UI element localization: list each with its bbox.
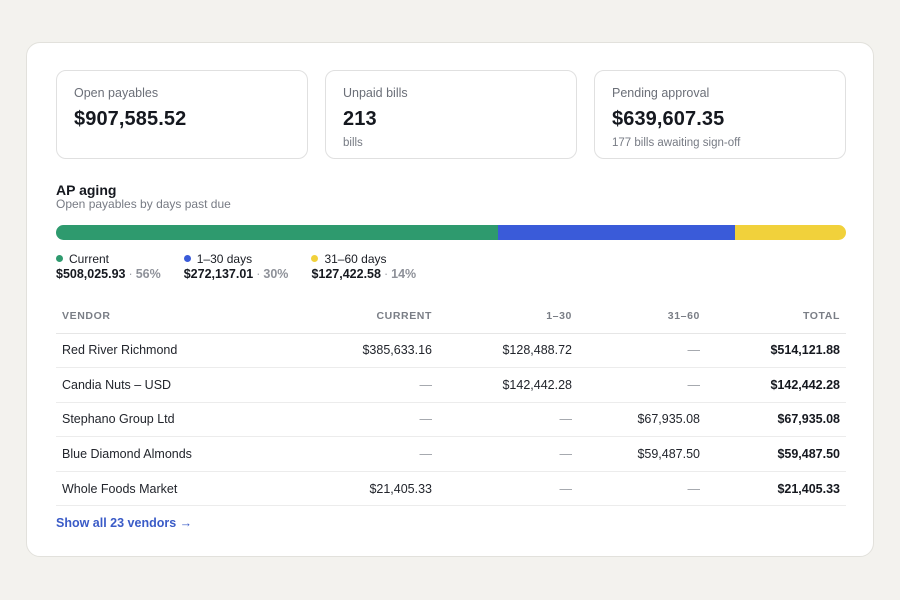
vendor-name: Whole Foods Market xyxy=(56,471,256,507)
legend-item-1-30: 1–30 days $272,137.01 · 30% xyxy=(183,251,289,281)
aging-subtitle: Open payables by days past due xyxy=(56,197,231,211)
table-row[interactable]: Stephano Group Ltd — — $67,935.08 $67,93… xyxy=(56,402,846,438)
card-label: Unpaid bills xyxy=(343,86,408,100)
legend-dot-icon xyxy=(311,255,319,262)
show-all-vendors-link[interactable]: Show all 23 vendors → xyxy=(56,516,193,530)
vendor-name: Candia Nuts – USD xyxy=(56,367,256,403)
legend-percent: 14% xyxy=(391,267,417,281)
table-row[interactable]: Blue Diamond Almonds — — $59,487.50 $59,… xyxy=(56,436,846,472)
card-value: $907,585.52 xyxy=(74,108,187,130)
table-row[interactable]: Red River Richmond $385,633.16 $128,488.… xyxy=(56,333,846,369)
amount-current: $21,405.33 xyxy=(256,471,438,507)
card-value: 213 xyxy=(343,108,377,130)
legend-separator: · xyxy=(383,267,389,281)
card-open-payables: Open payables $907,585.52 xyxy=(56,70,308,159)
aging-title: AP aging xyxy=(56,182,117,198)
column-header-total[interactable]: TOTAL xyxy=(706,299,846,334)
amount-1-30: — xyxy=(438,436,578,472)
vendor-name: Stephano Group Ltd xyxy=(56,402,256,438)
table-row[interactable]: Candia Nuts – USD — $142,442.28 — $142,4… xyxy=(56,367,846,403)
amount-1-30: $142,442.28 xyxy=(438,367,578,403)
aging-bar-31-60 xyxy=(735,225,846,240)
table-header-row: VENDOR CURRENT 1–30 31–60 TOTAL xyxy=(56,299,846,334)
card-sub: 177 bills awaiting sign-off xyxy=(612,137,741,149)
legend-separator: · xyxy=(128,267,133,281)
amount-current: — xyxy=(256,367,438,403)
column-header-vendor[interactable]: VENDOR xyxy=(56,299,256,334)
ap-panel: Open payables $907,585.52 Unpaid bills 2… xyxy=(26,42,874,557)
legend-label: 1–30 days xyxy=(196,251,253,266)
card-label: Open payables xyxy=(74,86,159,100)
amount-current: $385,633.16 xyxy=(256,333,438,369)
column-header-1-30[interactable]: 1–30 xyxy=(438,299,578,334)
amount-total: $142,442.28 xyxy=(706,367,846,403)
aging-bar-current xyxy=(56,225,499,240)
amount-31-60: $67,935.08 xyxy=(578,402,706,438)
amount-total: $514,121.88 xyxy=(706,333,846,369)
aging-legend: Current $508,025.93 · 56% 1–30 days $272,1… xyxy=(56,251,439,281)
vendor-aging-table: VENDOR CURRENT 1–30 31–60 TOTAL Red Rive… xyxy=(56,299,846,507)
column-header-current[interactable]: CURRENT xyxy=(256,299,438,334)
amount-31-60: — xyxy=(578,367,706,403)
column-header-31-60[interactable]: 31–60 xyxy=(578,299,706,334)
summary-cards: Open payables $907,585.52 Unpaid bills 2… xyxy=(56,70,846,159)
card-sub: bills xyxy=(343,137,363,149)
card-pending-approval: Pending approval $639,607.35 177 bills a… xyxy=(594,70,846,159)
amount-current: — xyxy=(256,402,438,438)
amount-total: $59,487.50 xyxy=(706,436,846,472)
amount-31-60: — xyxy=(578,471,706,507)
card-value: $639,607.35 xyxy=(612,108,725,130)
amount-31-60: — xyxy=(578,333,706,369)
legend-amount: $272,137.01 xyxy=(183,267,254,281)
card-label: Pending approval xyxy=(612,86,710,100)
legend-label: Current xyxy=(69,251,110,266)
amount-31-60: $59,487.50 xyxy=(578,436,706,472)
table-row[interactable]: Whole Foods Market $21,405.33 — — $21,40… xyxy=(56,471,846,507)
legend-amount: $508,025.93 xyxy=(56,267,126,281)
amount-1-30: $128,488.72 xyxy=(438,333,578,369)
legend-item-31-60: 31–60 days $127,422.58 · 14% xyxy=(311,251,416,281)
legend-item-current: Current $508,025.93 · 56% xyxy=(56,251,161,281)
vendor-name: Blue Diamond Almonds xyxy=(56,436,256,472)
legend-separator: · xyxy=(256,267,261,281)
legend-label: 31–60 days xyxy=(324,251,387,266)
card-unpaid-bills: Unpaid bills 213 bills xyxy=(325,70,577,159)
legend-percent: 30% xyxy=(263,267,289,281)
aging-bar-1-30 xyxy=(498,225,736,240)
aging-bar xyxy=(56,225,846,240)
amount-current: — xyxy=(256,436,438,472)
amount-total: $21,405.33 xyxy=(706,471,846,507)
amount-1-30: — xyxy=(438,402,578,438)
legend-dot-icon xyxy=(183,255,191,262)
legend-amount: $127,422.58 xyxy=(311,267,381,281)
legend-dot-icon xyxy=(56,255,63,262)
amount-total: $67,935.08 xyxy=(706,402,846,438)
legend-percent: 56% xyxy=(135,267,161,281)
amount-1-30: — xyxy=(438,471,578,507)
vendor-name: Red River Richmond xyxy=(56,333,256,369)
